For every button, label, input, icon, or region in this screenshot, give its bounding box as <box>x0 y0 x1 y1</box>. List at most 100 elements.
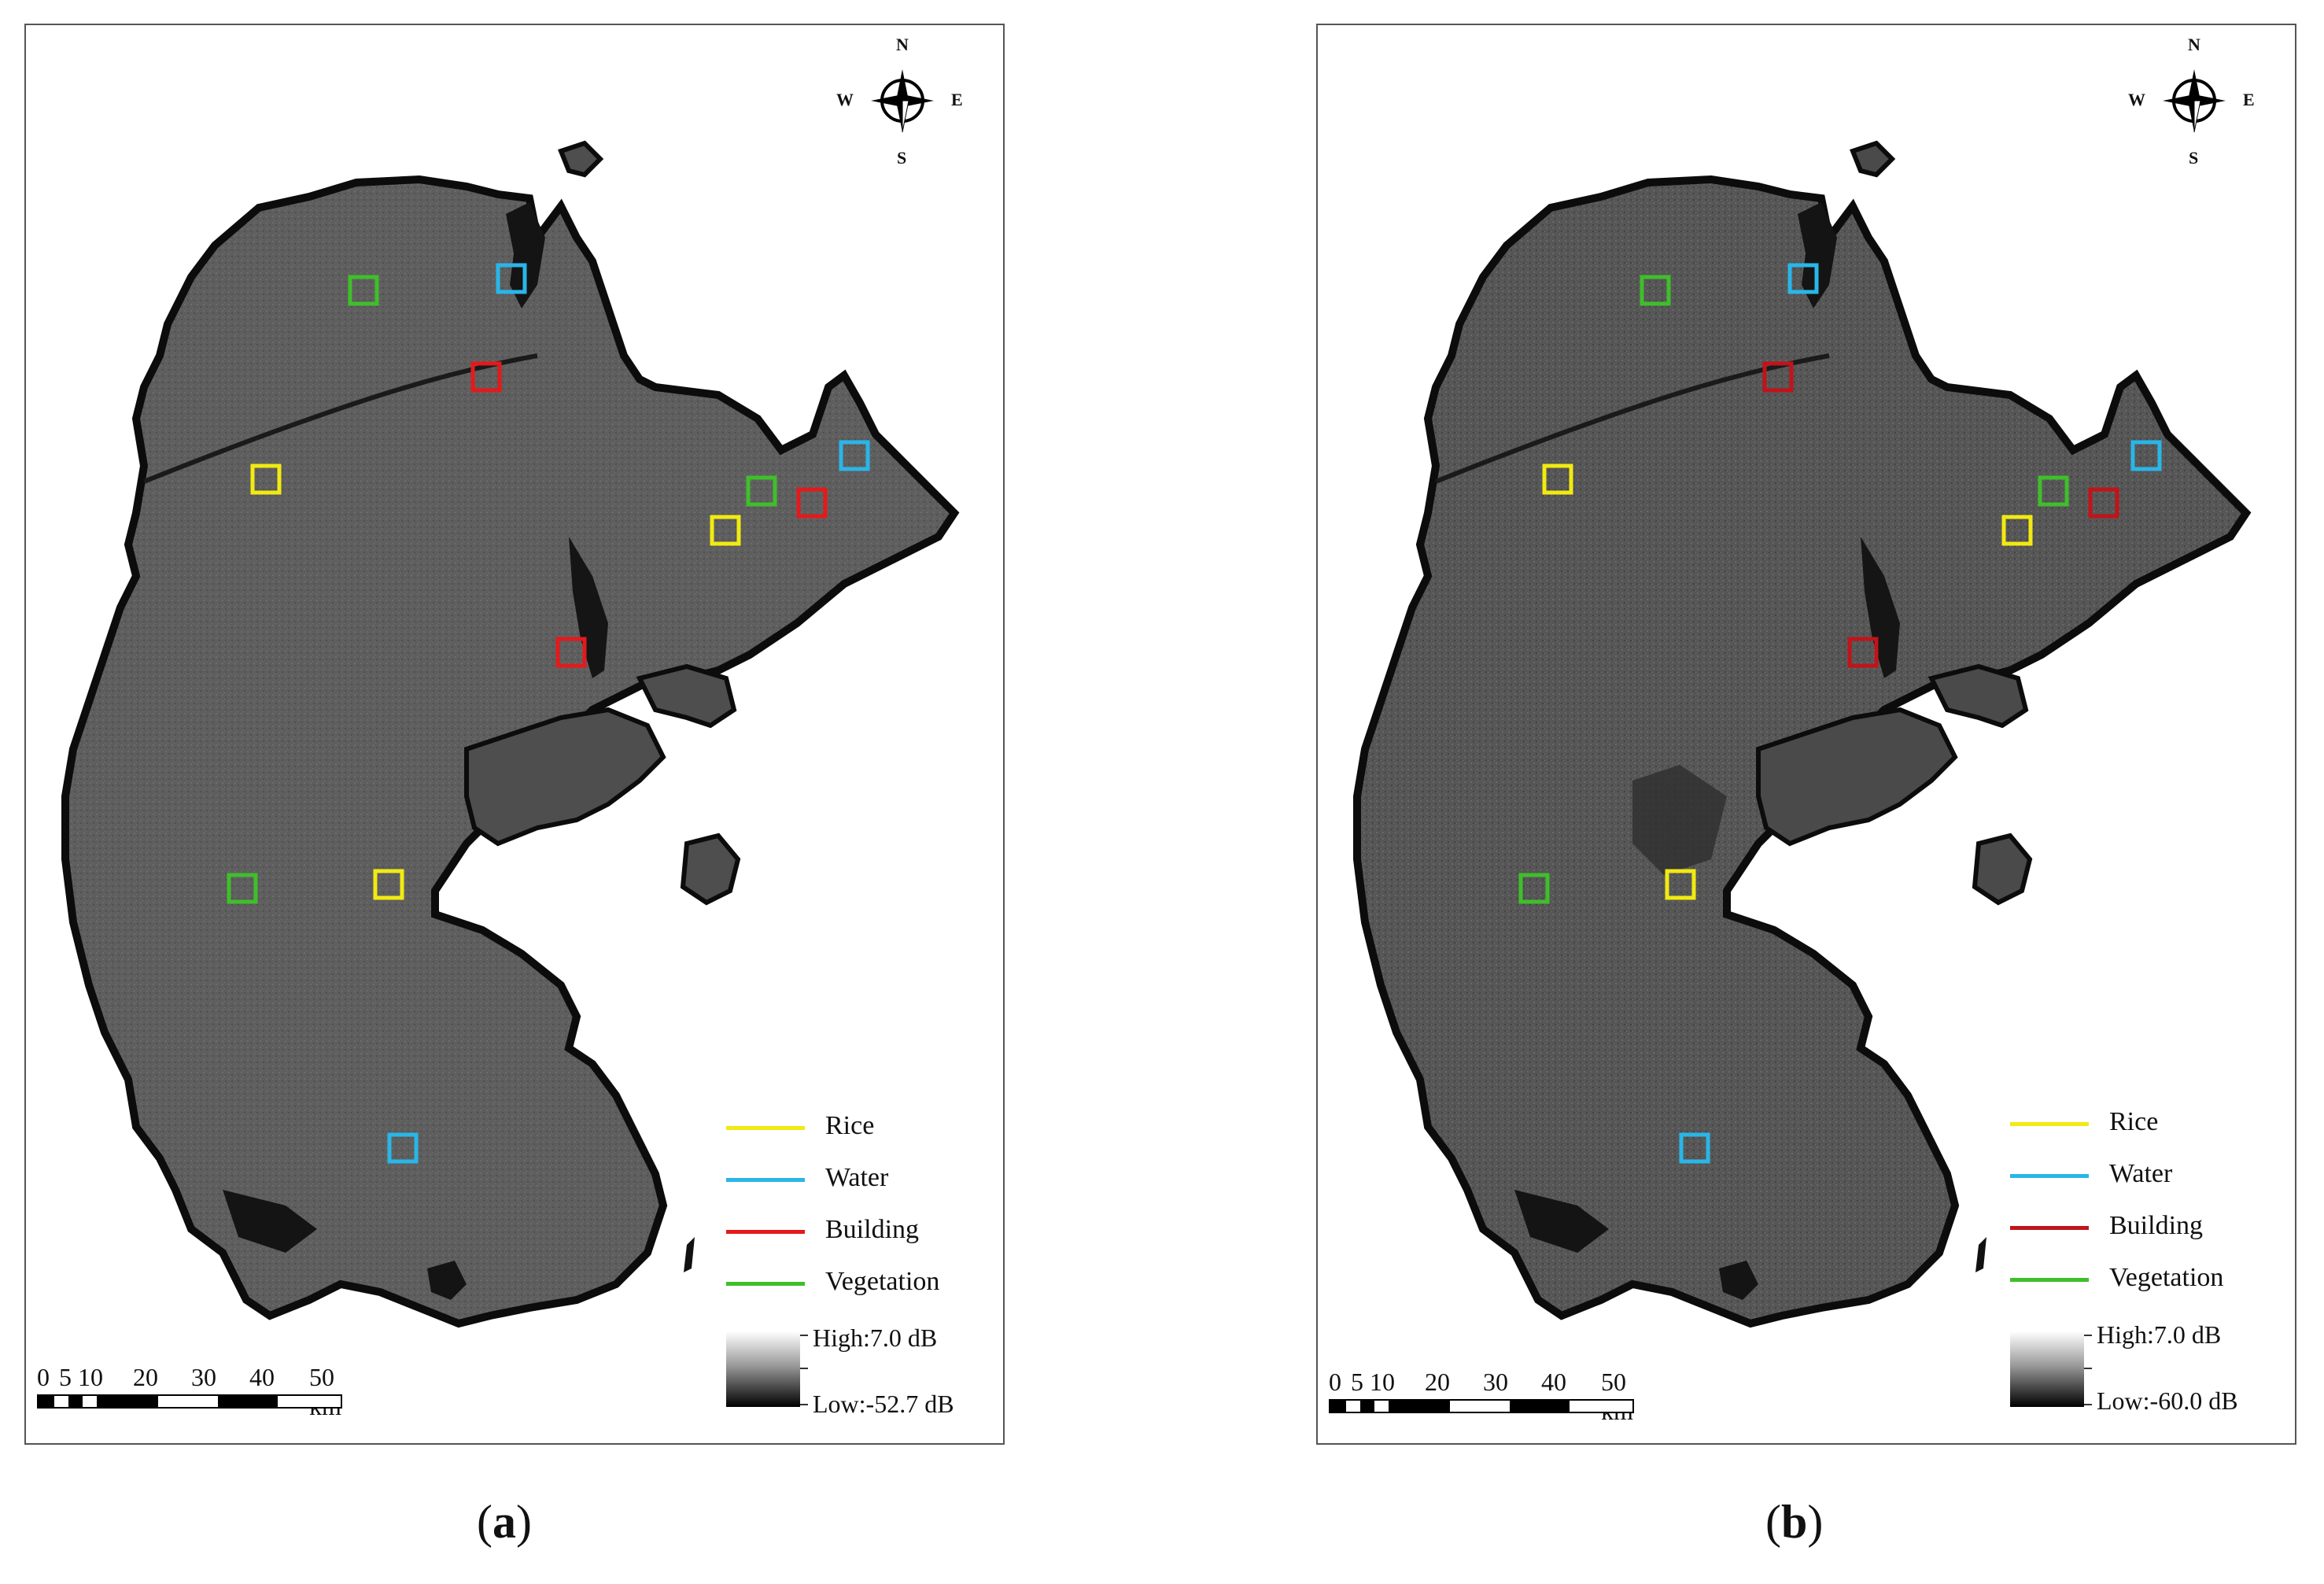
legend-swatch-vegetation <box>2010 1278 2089 1282</box>
scale-tick-label: 20 <box>133 1363 158 1391</box>
island-b-5 <box>1975 1237 1986 1272</box>
compass-rose-a: N S E W <box>824 30 981 187</box>
compass-w-b: W <box>2128 90 2145 109</box>
caption-letter: b <box>1780 1496 1808 1548</box>
lake-a-south <box>427 1261 467 1300</box>
legend-swatch-building <box>726 1230 805 1234</box>
scale-segment <box>97 1396 158 1407</box>
estuary-b <box>1861 537 1900 678</box>
compass-s-a: S <box>897 148 907 168</box>
caption-b: (b) <box>1765 1495 1823 1549</box>
sar-map-b <box>1353 140 2252 1328</box>
scale-bar-a: 0 5 10 20 30 40 50 km <box>37 1363 367 1420</box>
scale-segment <box>1389 1401 1450 1412</box>
scale-bar-b: 0 5 10 20 30 40 50 km <box>1329 1368 1659 1425</box>
compass-w-a: W <box>836 90 854 109</box>
caption-a: (a) <box>477 1495 532 1549</box>
legend-a: Rice Water Building Vegetation <box>726 1103 994 1311</box>
scale-segment <box>1510 1401 1570 1412</box>
gradient-tick <box>800 1368 808 1369</box>
island-a-3 <box>680 833 741 906</box>
dark-area-b <box>1632 765 1727 875</box>
gradient-tick <box>2084 1368 2092 1369</box>
scale-tick-label: 0 <box>1329 1368 1341 1396</box>
scale-tick-label: 50 km <box>1601 1368 1633 1425</box>
sar-map-a <box>61 140 960 1328</box>
caption-open: ( <box>477 1496 492 1548</box>
gradient-low-label: Low:-52.7 dB <box>813 1390 954 1418</box>
scale-segment <box>218 1396 278 1407</box>
legend-swatch-rice <box>726 1126 805 1130</box>
scale-tick-label: 10 <box>1370 1368 1395 1396</box>
scale-tick-label: 30 <box>1483 1368 1508 1396</box>
scale-tick-label: 50 km <box>309 1363 341 1420</box>
compass-n-b: N <box>2188 35 2200 54</box>
scale-tick-label: 10 <box>78 1363 103 1391</box>
gradient-tick <box>800 1335 808 1336</box>
scale-segment <box>68 1396 83 1407</box>
legend-item-water: Water <box>2010 1151 2278 1203</box>
backscatter-gradient-b <box>2010 1331 2084 1407</box>
scale-tick-label: 0 <box>37 1363 50 1391</box>
scale-labels: 0 5 10 20 30 40 50 km <box>37 1363 367 1420</box>
river-b <box>1434 353 1830 484</box>
gradient-tick <box>2084 1404 2092 1405</box>
legend-item-rice: Rice <box>2010 1099 2278 1151</box>
scale-tick-label: 5 <box>1351 1368 1363 1396</box>
gradient-tick <box>2084 1335 2092 1336</box>
island-b-3 <box>1972 833 2033 906</box>
island-b-4 <box>1850 140 1896 178</box>
scale-tick-label: 20 <box>1425 1368 1450 1396</box>
island-a-1 <box>464 707 666 847</box>
legend-label: Vegetation <box>825 1267 940 1296</box>
island-a-4 <box>558 140 604 178</box>
sample-boxes-b <box>1518 263 2162 1164</box>
legend-swatch-rice <box>2010 1122 2089 1126</box>
estuary-a <box>569 537 608 678</box>
scale-tick-label: 5 <box>59 1363 72 1391</box>
legend-label: Building <box>825 1215 920 1244</box>
gradient-low-label: Low:-60.0 dB <box>2097 1386 2238 1415</box>
coastal-shadow-a <box>223 1190 317 1253</box>
legend-item-building: Building <box>2010 1203 2278 1255</box>
island-a-5 <box>684 1237 695 1272</box>
compass-e-b: E <box>2243 90 2255 109</box>
scale-bar-graphic <box>37 1394 342 1409</box>
gradient-high-label: High:7.0 dB <box>813 1324 938 1352</box>
backscatter-gradient-a <box>726 1331 800 1407</box>
island-b-2 <box>1927 663 2029 729</box>
scale-tick-label: 40 <box>1541 1368 1566 1396</box>
scale-segment <box>1360 1401 1374 1412</box>
legend-swatch-water <box>726 1178 805 1182</box>
scale-segment <box>1330 1401 1346 1412</box>
scale-segment <box>39 1396 54 1407</box>
river-a <box>142 353 538 484</box>
island-b-1 <box>1756 707 1958 847</box>
legend-label: Building <box>2109 1211 2204 1240</box>
caption-letter: a <box>492 1496 516 1548</box>
coastal-shadow-b <box>1514 1190 1609 1253</box>
compass-s-b: S <box>2189 148 2199 168</box>
legend-label: Rice <box>825 1111 875 1140</box>
legend-label: Water <box>825 1163 889 1192</box>
scale-tick-label: 30 <box>191 1363 216 1391</box>
compass-rose-b: N S E W <box>2116 30 2273 187</box>
legend-item-vegetation: Vegetation <box>726 1259 994 1311</box>
legend-swatch-water <box>2010 1174 2089 1178</box>
legend-b: Rice Water Building Vegetation <box>2010 1099 2278 1307</box>
legend-item-rice: Rice <box>726 1103 994 1155</box>
legend-swatch-building <box>2010 1226 2089 1230</box>
caption-close: ) <box>1807 1496 1824 1548</box>
caption-open: ( <box>1765 1496 1781 1548</box>
legend-item-building: Building <box>726 1207 994 1259</box>
scale-labels: 0 5 10 20 30 40 50 km <box>1329 1368 1659 1425</box>
caption-close: ) <box>515 1496 532 1548</box>
legend-item-vegetation: Vegetation <box>2010 1255 2278 1307</box>
compass-n-a: N <box>896 35 909 54</box>
map-panel-b: N S E W Rice Water Building Vegetation H… <box>1316 24 2296 1445</box>
legend-swatch-vegetation <box>726 1282 805 1286</box>
sample-boxes-a <box>227 263 870 1164</box>
lake-b-south <box>1719 1261 1758 1300</box>
island-a-2 <box>636 663 737 729</box>
legend-label: Water <box>2109 1159 2173 1188</box>
